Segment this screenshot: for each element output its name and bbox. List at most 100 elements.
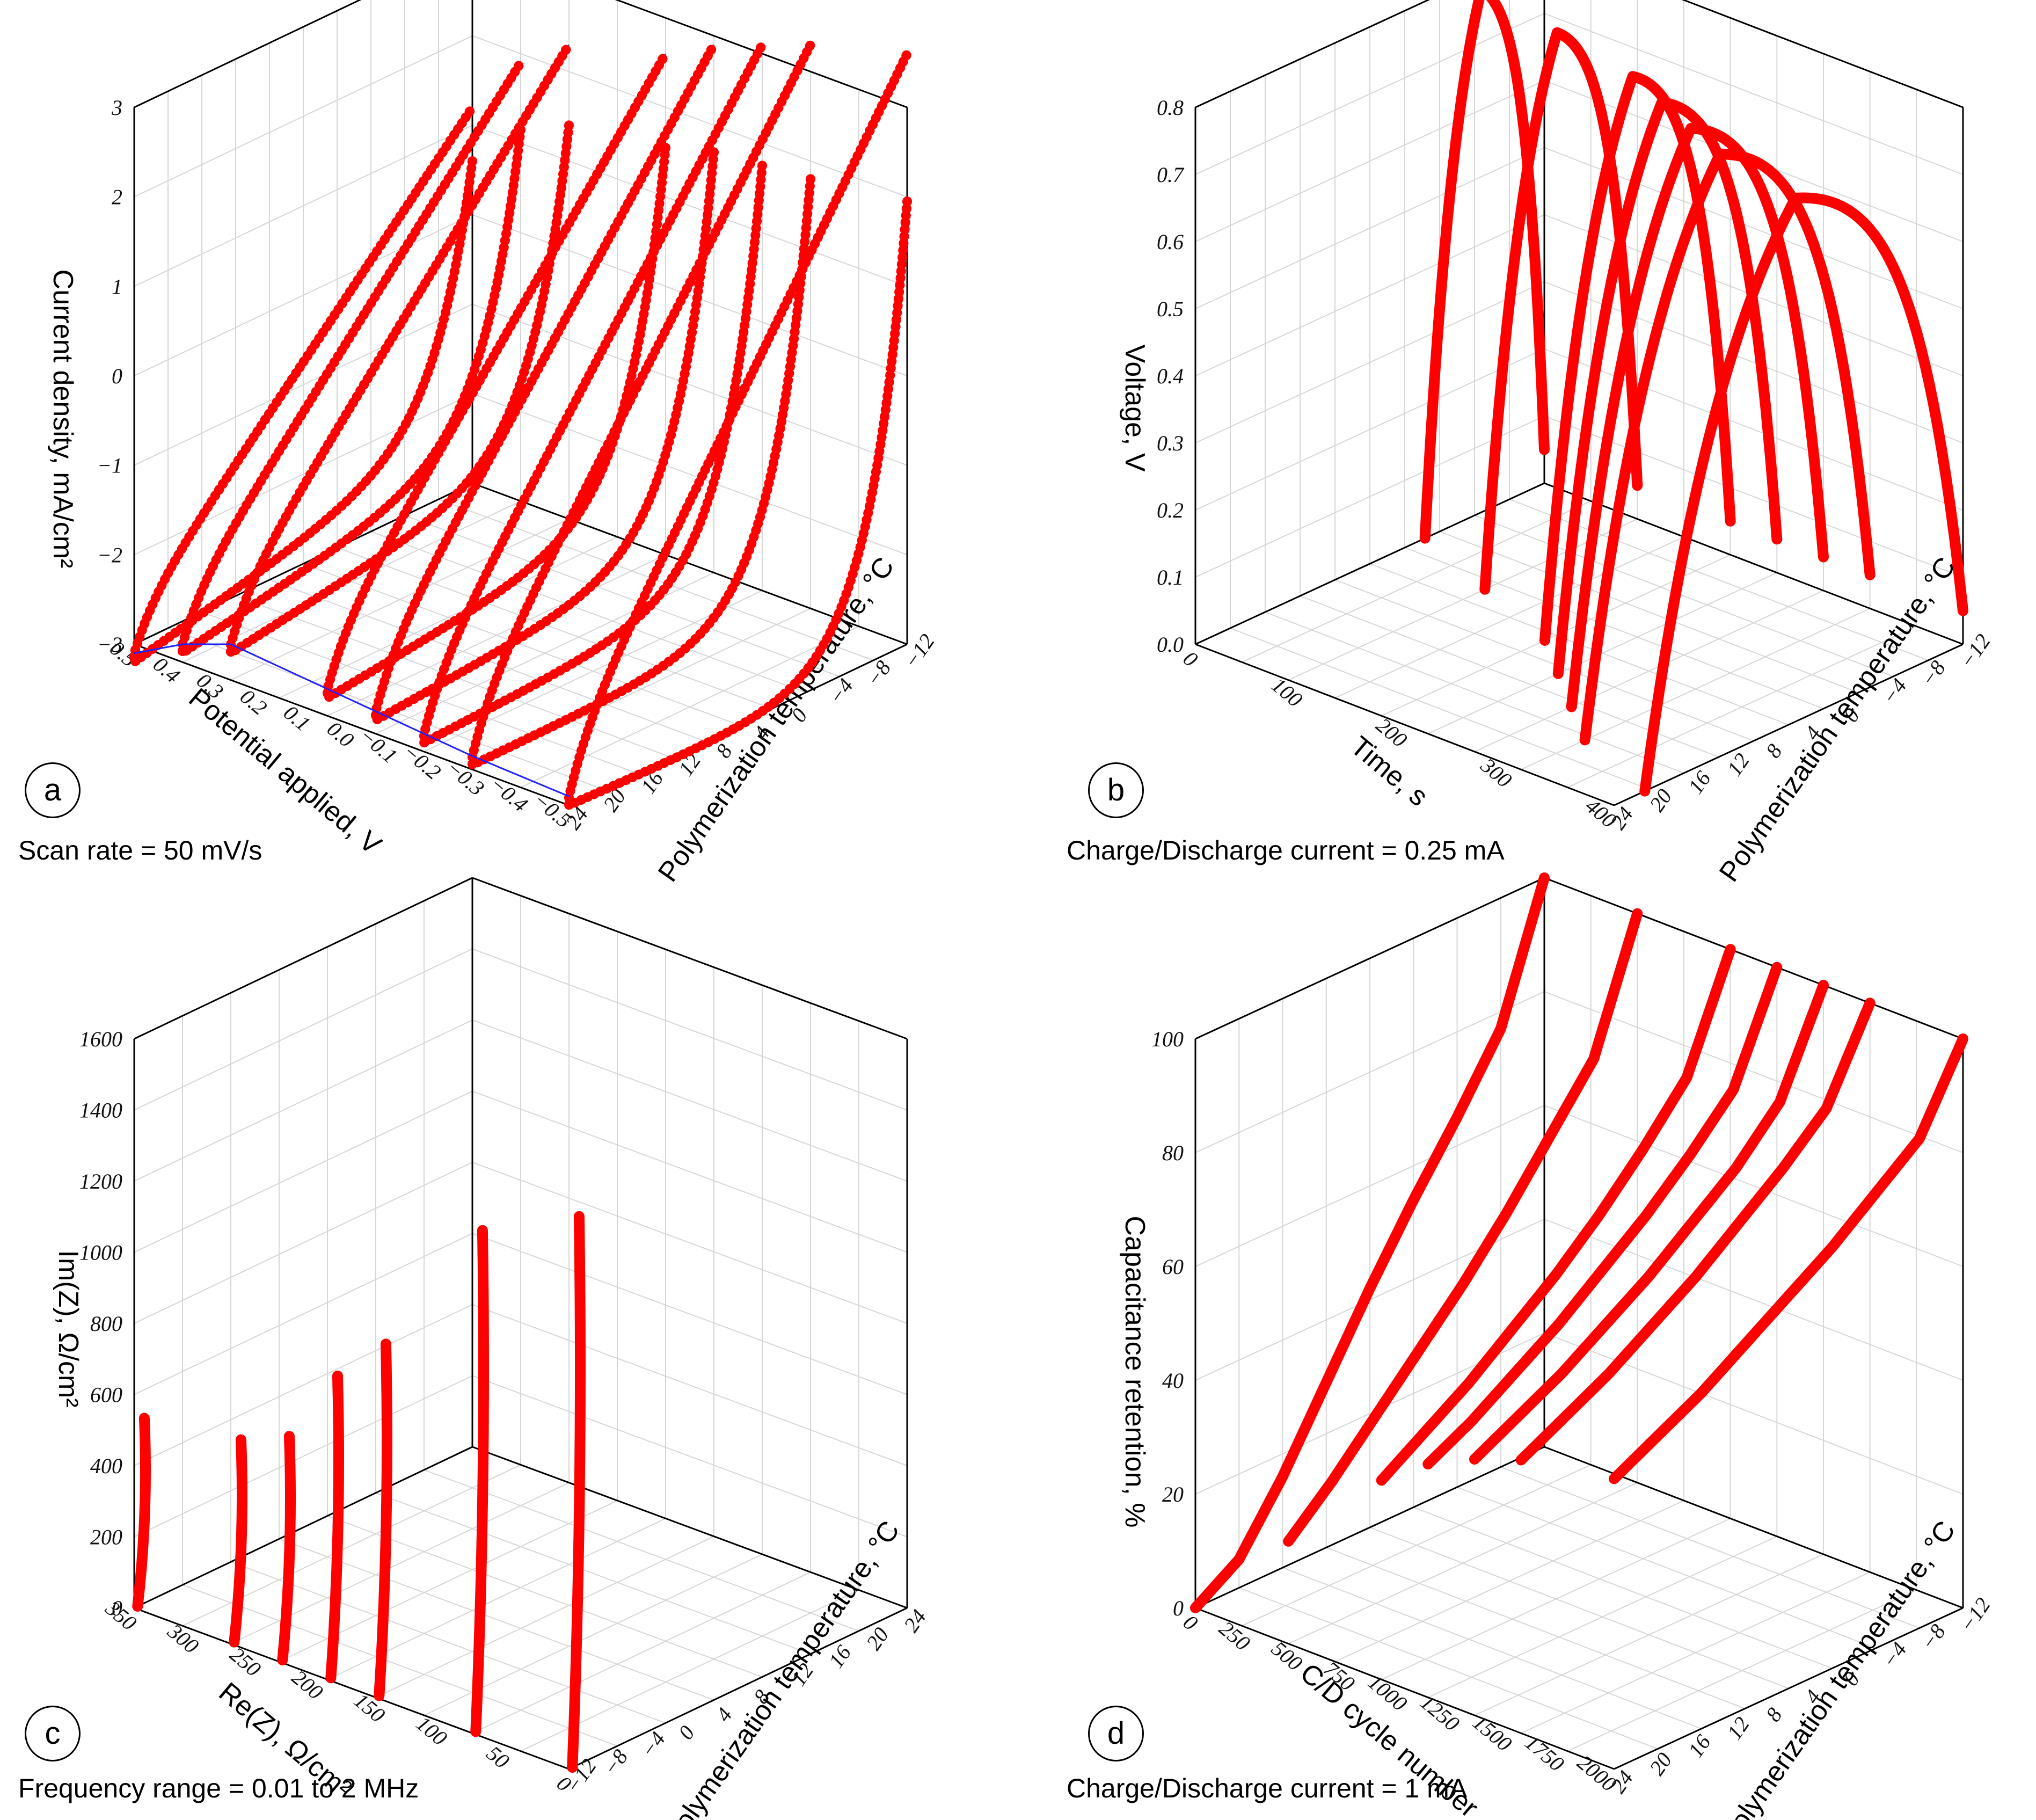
grid-line <box>1242 500 1592 663</box>
y-tick-label: 400 <box>90 1454 122 1478</box>
grid-line <box>1474 1554 1824 1716</box>
grid-line <box>1427 572 1777 734</box>
nyquist-series <box>374 1338 393 1701</box>
grid-line <box>472 1304 908 1466</box>
y-tick-label: 1000 <box>79 1241 122 1265</box>
caption-d: Charge/Discharge current = 1 mA <box>1067 1773 1468 1803</box>
grid-line <box>1500 1466 1920 1629</box>
y-tick-label: 200 <box>90 1525 122 1549</box>
grid-line <box>472 303 908 466</box>
z-tick-label: −12 <box>1955 629 1995 673</box>
panel-d: 100 80 60 40 20 0 0 250 500 750 1000 1250 1500 1750 20… <box>1018 872 2036 1820</box>
frame-edge <box>1614 1607 1964 1770</box>
grid-line <box>1413 1506 1833 1669</box>
grid-line <box>472 1375 908 1538</box>
grid-line <box>134 214 473 376</box>
y-tick-label: 800 <box>90 1312 122 1336</box>
grid-line <box>1195 991 1545 1153</box>
y-tick-label: 1 <box>112 274 122 299</box>
nyquist-series <box>325 1370 345 1684</box>
grid-line <box>134 35 473 198</box>
grid-line <box>1195 214 1545 376</box>
y-axis-title: Im(Z), Ω/cm² <box>53 1250 84 1407</box>
grid-line <box>230 518 570 681</box>
grid-line <box>472 1020 908 1182</box>
grid-line <box>134 1375 473 1538</box>
frame-edge <box>1195 1446 1545 1609</box>
grid-line <box>472 125 908 287</box>
y-tick-label: 0.2 <box>1157 498 1184 522</box>
z-tick-label: 0 <box>674 1721 699 1744</box>
frame-edge <box>1614 643 1964 806</box>
frame-edge <box>134 1446 473 1609</box>
x-tick-label: 1250 <box>1415 1690 1464 1736</box>
grid-line <box>230 1561 666 1724</box>
z-tick-label: −4 <box>824 674 858 709</box>
grid-line <box>1195 281 1545 443</box>
grid-line <box>1682 0 1964 108</box>
grid-line <box>1544 281 1964 443</box>
grid-line <box>134 1090 473 1253</box>
grid-line <box>1521 608 1871 770</box>
y-tick-label: 0.6 <box>1157 230 1184 254</box>
ticks-c: 1600140012001000800600400200035030025020… <box>53 1027 931 1820</box>
grid-line <box>1439 531 1859 693</box>
x-tick-label: 0.1 <box>279 700 315 736</box>
y-axis-title: Capacitance retention, % <box>1119 1215 1150 1527</box>
frame-edge <box>134 0 362 108</box>
z-tick-label: 8 <box>1761 1703 1786 1726</box>
x-tick-label: 200 <box>287 1665 327 1704</box>
x-axis-title: Potential applied, V <box>183 682 388 861</box>
x-tick-label: 50 <box>482 1741 514 1773</box>
grid-line <box>1457 1487 1876 1649</box>
cv-curve-series <box>178 57 526 663</box>
cv-curve-series <box>226 40 574 662</box>
x-tick-label: 250 <box>225 1642 266 1681</box>
nyquist-series <box>470 1225 490 1737</box>
x-tick-label: −0.1 <box>355 723 402 768</box>
x-tick-label: 1750 <box>1520 1730 1568 1776</box>
cv-curve-series <box>371 40 719 729</box>
grid-line <box>1544 13 1964 175</box>
grid-line <box>1288 1482 1638 1644</box>
panel-letter-d: d <box>1088 1706 1144 1761</box>
frame-edge <box>615 0 908 108</box>
panel-letter-b: b <box>1088 762 1144 818</box>
grid-line <box>1427 1535 1777 1698</box>
caption-a: Scan rate = 50 mV/s <box>18 835 262 865</box>
y-tick-label: 80 <box>1162 1141 1184 1165</box>
cv-minimum-connector <box>134 643 570 797</box>
x-tick-label: 300 <box>1476 753 1516 792</box>
grid-line <box>1265 611 1684 774</box>
cv-curve-series <box>129 103 477 672</box>
frame-edge <box>1195 877 1545 1040</box>
y-tick-label: 3 <box>111 96 122 120</box>
z-axis-title: Polymerization temperature, °C <box>1713 1515 1961 1820</box>
y-tick-label: 40 <box>1162 1368 1184 1393</box>
cv-curve-series <box>419 40 767 751</box>
y-tick-label: 600 <box>90 1383 122 1407</box>
frame-b <box>1194 0 1964 806</box>
grid-line <box>1567 625 1917 788</box>
grid-line <box>279 1538 714 1701</box>
grid-line <box>1238 1587 1658 1750</box>
grid-line <box>472 1571 811 1734</box>
frame-edge <box>472 877 908 1040</box>
grid-line <box>1334 536 1684 698</box>
capacitance-retention-series <box>1515 998 1876 1466</box>
z-tick-label: −12 <box>899 629 939 673</box>
grid-line <box>1195 1105 1545 1267</box>
frame-edge <box>568 1607 908 1770</box>
grid-line <box>370 531 806 693</box>
frame-edge <box>134 643 570 806</box>
frame-edge <box>134 877 473 1040</box>
x-tick-label: 0.0 <box>323 716 359 752</box>
grid-line <box>1369 1527 1789 1689</box>
grid-line <box>134 1304 473 1466</box>
z-tick-label: −8 <box>1916 656 1950 690</box>
grid-line <box>1521 1571 1871 1734</box>
capacitance-retention-series <box>1283 908 1643 1547</box>
grid-line <box>134 125 473 287</box>
grid-line <box>1509 499 1929 661</box>
